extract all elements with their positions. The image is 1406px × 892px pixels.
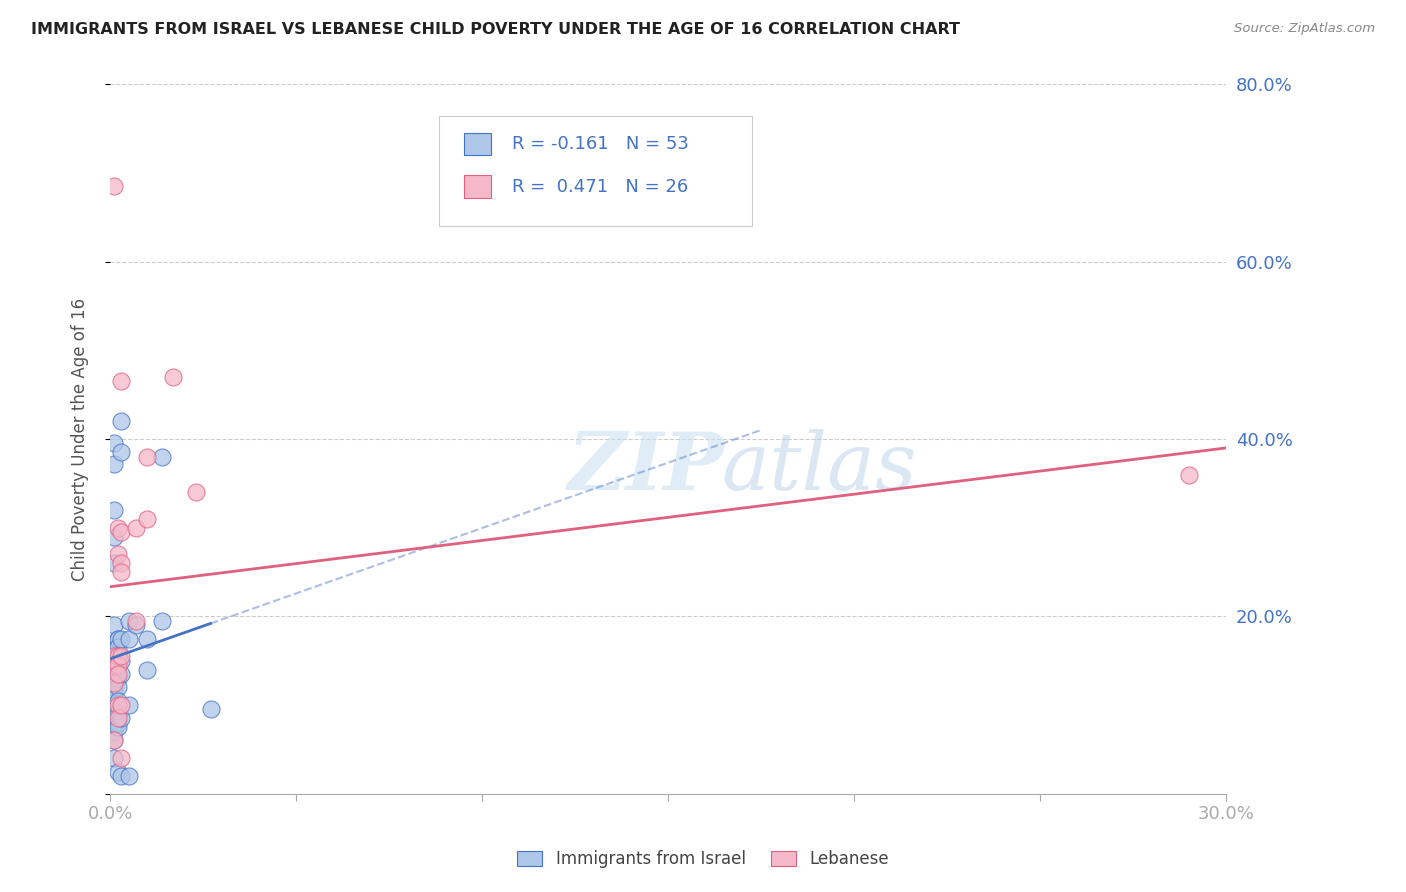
Point: [107, 672, 129, 686]
Point: [110, 445, 132, 459]
Point: [107, 640, 129, 655]
FancyBboxPatch shape: [439, 116, 752, 227]
Point: [103, 636, 125, 650]
Point: [110, 525, 132, 540]
Point: [110, 565, 132, 579]
Bar: [464, 133, 491, 155]
Text: atlas: atlas: [721, 429, 917, 506]
Point: [107, 667, 129, 681]
Point: [103, 681, 125, 695]
Point: [110, 769, 132, 783]
Point: [136, 663, 159, 677]
Point: [110, 667, 132, 681]
Point: [107, 715, 129, 730]
Point: [107, 649, 129, 664]
Point: [107, 649, 129, 664]
Point: [118, 614, 141, 628]
Point: [125, 618, 148, 632]
Point: [103, 720, 125, 734]
Point: [107, 711, 129, 725]
Bar: [464, 175, 491, 198]
Point: [118, 769, 141, 783]
Text: ZIP: ZIP: [567, 429, 724, 506]
Point: [136, 450, 159, 464]
Y-axis label: Child Poverty Under the Age of 16: Child Poverty Under the Age of 16: [72, 298, 89, 581]
Point: [103, 733, 125, 747]
Point: [103, 663, 125, 677]
Point: [110, 698, 132, 712]
Point: [110, 649, 132, 664]
Point: [103, 645, 125, 659]
Point: [1178, 467, 1201, 482]
Point: [103, 649, 125, 664]
Point: [103, 667, 125, 681]
Point: [103, 436, 125, 450]
Point: [103, 658, 125, 673]
Point: [150, 450, 173, 464]
Point: [110, 751, 132, 765]
Point: [110, 632, 132, 646]
Point: [103, 751, 125, 765]
Point: [103, 684, 125, 698]
Point: [107, 547, 129, 561]
Text: Source: ZipAtlas.com: Source: ZipAtlas.com: [1234, 22, 1375, 36]
Point: [103, 724, 125, 739]
Point: [118, 632, 141, 646]
Point: [107, 698, 129, 712]
Point: [103, 698, 125, 712]
Point: [103, 649, 125, 664]
Point: [103, 676, 125, 690]
Point: [107, 521, 129, 535]
Point: [118, 698, 141, 712]
Point: [150, 614, 173, 628]
Legend: Immigrants from Israel, Lebanese: Immigrants from Israel, Lebanese: [510, 844, 896, 875]
Point: [136, 512, 159, 526]
Point: [103, 179, 125, 194]
Point: [103, 706, 125, 721]
Point: [103, 618, 125, 632]
Point: [136, 632, 159, 646]
Point: [110, 556, 132, 570]
Text: IMMIGRANTS FROM ISRAEL VS LEBANESE CHILD POVERTY UNDER THE AGE OF 16 CORRELATION: IMMIGRANTS FROM ISRAEL VS LEBANESE CHILD…: [31, 22, 960, 37]
Point: [110, 711, 132, 725]
Point: [184, 485, 207, 500]
Point: [125, 521, 148, 535]
Point: [103, 672, 125, 686]
Point: [103, 711, 125, 725]
Point: [110, 375, 132, 389]
Point: [103, 733, 125, 747]
Point: [103, 457, 125, 471]
Point: [107, 706, 129, 721]
Point: [107, 693, 129, 707]
Point: [107, 764, 129, 779]
Point: [125, 614, 148, 628]
Point: [110, 414, 132, 428]
Text: R =  0.471   N = 26: R = 0.471 N = 26: [512, 178, 688, 195]
Point: [103, 649, 125, 664]
Point: [162, 370, 184, 384]
Point: [107, 632, 129, 646]
Point: [107, 658, 129, 673]
Point: [107, 632, 129, 646]
Point: [103, 676, 125, 690]
Point: [200, 702, 222, 716]
Point: [103, 530, 125, 544]
Point: [103, 556, 125, 570]
Point: [107, 720, 129, 734]
Point: [103, 715, 125, 730]
Point: [107, 681, 129, 695]
Point: [103, 503, 125, 517]
Text: R = -0.161   N = 53: R = -0.161 N = 53: [512, 135, 689, 153]
Point: [110, 654, 132, 668]
